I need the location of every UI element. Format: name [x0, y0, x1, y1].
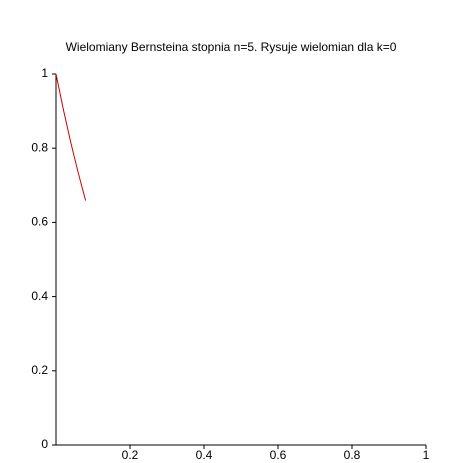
- x-tick-label: 1: [423, 448, 430, 462]
- y-tick-label: 0.8: [31, 140, 48, 154]
- line: [55, 73, 87, 201]
- y-tick-label: 0.6: [31, 215, 48, 229]
- y-tick-label: 0.2: [31, 363, 48, 377]
- chart-title: Wielomiany Bernsteina stopnia n=5. Rysuj…: [66, 40, 397, 54]
- y-tick-label: 1: [41, 66, 48, 80]
- x-tick-label: 0.2: [122, 448, 139, 462]
- x-tick-label: 0.4: [196, 448, 213, 462]
- x-tick-label: 0.6: [270, 448, 287, 462]
- y-tick-label: 0.4: [31, 289, 48, 303]
- y-tick-label: 0: [41, 437, 48, 451]
- x-tick-label: 0.8: [344, 448, 361, 462]
